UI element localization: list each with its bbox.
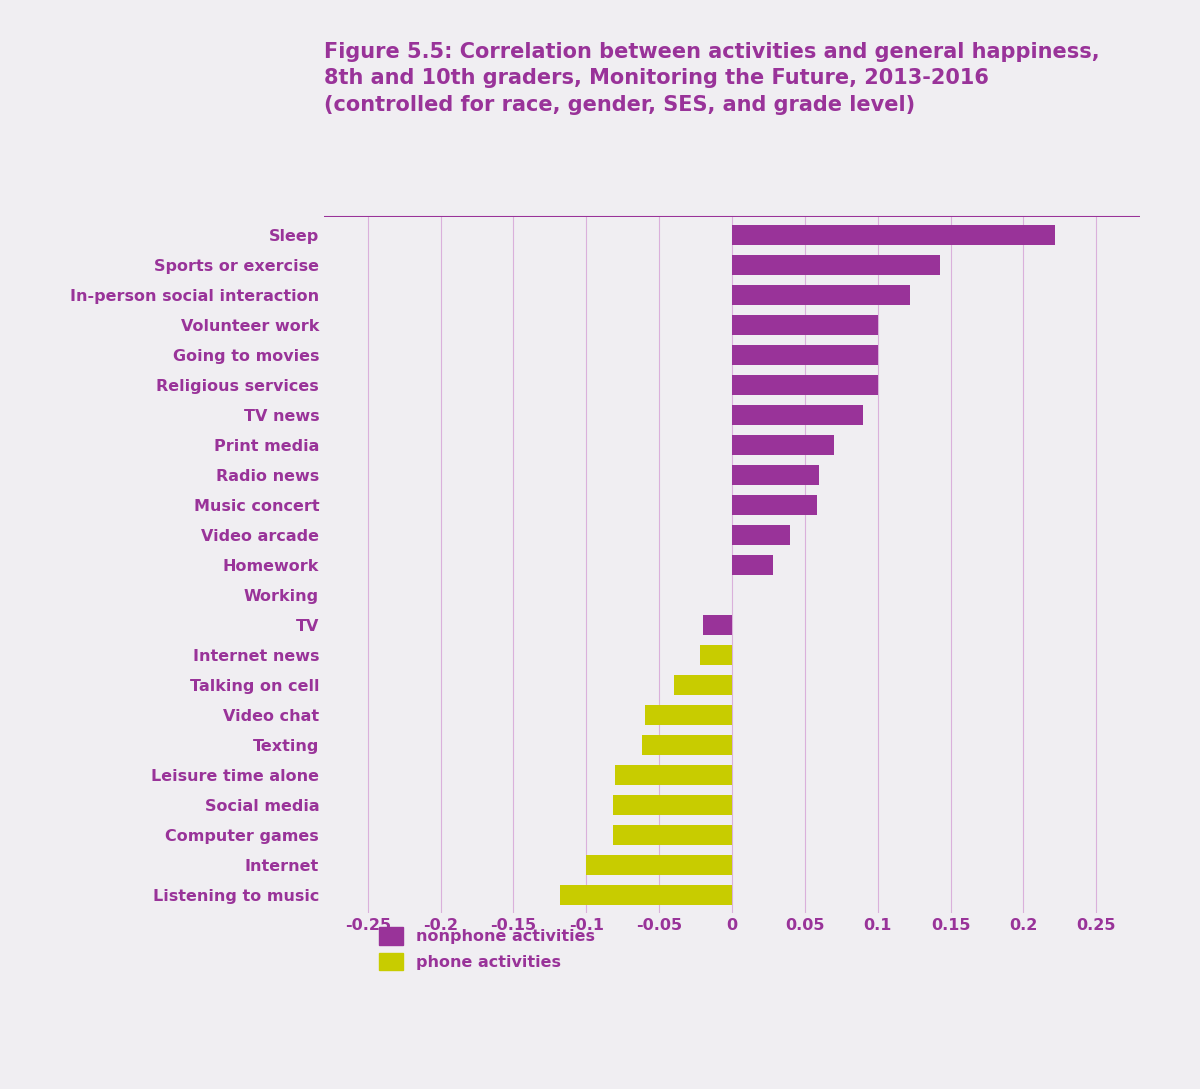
Bar — [700, 646, 732, 664]
Bar — [612, 825, 732, 845]
Bar — [732, 255, 941, 274]
Bar — [616, 766, 732, 785]
Text: Figure 5.5: Correlation between activities and general happiness,
8th and 10th g: Figure 5.5: Correlation between activiti… — [324, 41, 1099, 114]
Bar — [732, 225, 1056, 245]
Bar — [732, 525, 791, 544]
Bar — [587, 855, 732, 874]
Bar — [732, 465, 820, 485]
Bar — [732, 436, 834, 455]
Bar — [732, 405, 863, 425]
Bar — [732, 495, 816, 515]
Bar — [673, 675, 732, 695]
Bar — [644, 706, 732, 725]
Bar — [732, 376, 877, 394]
Bar — [732, 285, 910, 305]
Bar — [732, 315, 877, 334]
Bar — [732, 555, 773, 575]
Bar — [732, 345, 877, 365]
Bar — [612, 795, 732, 815]
Bar — [560, 885, 732, 905]
Legend: nonphone activities, phone activities: nonphone activities, phone activities — [373, 921, 601, 977]
Bar — [642, 735, 732, 755]
Bar — [703, 615, 732, 635]
